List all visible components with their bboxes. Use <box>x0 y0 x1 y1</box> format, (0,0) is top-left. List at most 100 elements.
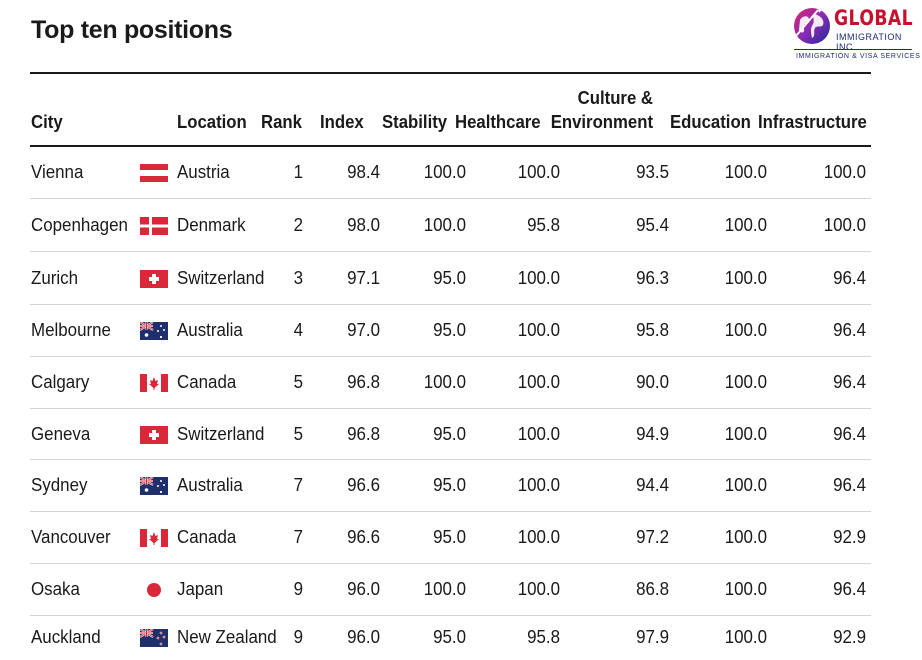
top-rule <box>30 72 871 74</box>
cell-healthcare: 100.0 <box>517 475 560 495</box>
cell-location: Canada <box>177 372 237 392</box>
cell-city: Vancouver <box>31 527 111 547</box>
column-header-rank: Rank <box>261 112 302 132</box>
cell-rank: 9 <box>293 627 303 647</box>
cell-rank: 5 <box>293 423 303 444</box>
cell-stability: 100.0 <box>423 579 466 599</box>
cell-culture: 97.2 <box>636 527 669 547</box>
cell-index: 97.1 <box>347 267 380 288</box>
cell-stability: 95.0 <box>433 475 466 495</box>
cell-city: Zurich <box>31 267 79 288</box>
cell-index: 96.6 <box>347 527 380 547</box>
cell-location: Japan <box>177 579 224 599</box>
cell-culture: 95.4 <box>636 214 669 235</box>
cell-infrastructure: 96.4 <box>833 320 866 340</box>
cell-infrastructure: 92.9 <box>833 527 866 547</box>
cell-stability: 95.0 <box>433 320 466 340</box>
cell-healthcare: 100.0 <box>517 579 560 599</box>
switzerland-flag-icon <box>140 269 168 288</box>
header-rule <box>30 145 871 147</box>
switzerland-flag-icon <box>140 425 168 444</box>
cell-location: Australia <box>177 475 243 495</box>
row-separator <box>30 563 871 564</box>
cell-healthcare: 100.0 <box>517 162 560 182</box>
cell-culture: 96.3 <box>636 267 669 288</box>
cell-location: New Zealand <box>177 627 277 647</box>
table-row: Sydney Australia 7 96.6 95.0 100.0 94.4 100.0 96… <box>30 460 871 512</box>
cell-infrastructure: 96.4 <box>833 372 866 392</box>
row-separator <box>30 459 871 460</box>
cell-infrastructure: 96.4 <box>833 267 866 288</box>
table-row: Calgary Canada 5 96.8 100.0 100.0 90.0 100.0 96.… <box>30 357 871 409</box>
row-separator <box>30 408 871 409</box>
global-immigration-logo: GLOBAL IMMIGRATION INC IMMIGRATION & VIS… <box>792 4 920 64</box>
cell-rank: 1 <box>293 162 303 182</box>
cell-index: 97.0 <box>347 320 380 340</box>
cell-rank: 7 <box>293 475 303 495</box>
column-header-stability: Stability <box>382 112 448 132</box>
row-separator <box>30 251 871 252</box>
cell-culture: 90.0 <box>636 372 669 392</box>
cell-infrastructure: 100.0 <box>823 162 866 182</box>
row-separator <box>30 198 871 199</box>
cell-index: 98.4 <box>347 162 380 182</box>
cell-index: 96.0 <box>347 579 380 599</box>
table-row: Vancouver Canada 7 96.6 95.0 100.0 97.2 100.0 92… <box>30 512 871 564</box>
cell-index: 98.0 <box>347 214 380 235</box>
column-header-index: Index <box>320 112 364 132</box>
cell-education: 100.0 <box>724 579 767 599</box>
cell-culture: 94.4 <box>636 475 669 495</box>
cell-rank: 4 <box>293 320 303 340</box>
column-header-infrastructure: Infrastructure <box>758 112 867 132</box>
cell-rank: 9 <box>293 579 303 599</box>
cell-location: Austria <box>177 162 230 182</box>
cell-location: Denmark <box>177 214 246 235</box>
cell-healthcare: 100.0 <box>517 423 560 444</box>
cell-education: 100.0 <box>724 320 767 340</box>
cell-stability: 100.0 <box>423 372 466 392</box>
cell-index: 96.0 <box>347 627 380 647</box>
row-separator <box>30 511 871 512</box>
cell-stability: 95.0 <box>433 267 466 288</box>
cell-city: Copenhagen <box>31 214 128 235</box>
japan-flag-icon <box>140 581 168 599</box>
cell-city: Geneva <box>31 423 91 444</box>
cell-education: 100.0 <box>724 162 767 182</box>
cell-culture: 94.9 <box>636 423 669 444</box>
cell-culture: 86.8 <box>636 579 669 599</box>
cell-education: 100.0 <box>724 214 767 235</box>
table-row: Auckland New Zealand 9 96.0 95.0 95.8 97.9 100.… <box>30 616 871 660</box>
cell-healthcare: 100.0 <box>517 372 560 392</box>
table-row: Zurich Switzerland 3 97.1 95.0 100.0 96.3 100.0… <box>30 252 871 305</box>
cell-city: Vienna <box>31 162 84 182</box>
cell-index: 96.8 <box>347 372 380 392</box>
cell-education: 100.0 <box>724 627 767 647</box>
cell-location: Canada <box>177 527 237 547</box>
cell-culture: 93.5 <box>636 162 669 182</box>
cell-stability: 95.0 <box>433 627 466 647</box>
logo-brand-text: GLOBAL <box>834 6 914 30</box>
cell-stability: 95.0 <box>433 527 466 547</box>
logo-tagline: IMMIGRATION & VISA SERVICES <box>796 53 921 60</box>
row-separator <box>30 615 871 616</box>
cell-education: 100.0 <box>724 267 767 288</box>
row-separator <box>30 304 871 305</box>
canada-flag-icon <box>140 374 168 392</box>
cell-city: Osaka <box>31 579 80 599</box>
cell-healthcare: 95.8 <box>527 214 560 235</box>
logo-subtitle: IMMIGRATION INC <box>836 32 902 52</box>
cell-city: Sydney <box>31 475 88 495</box>
canada-flag-icon <box>140 529 168 547</box>
cell-city: Calgary <box>31 372 90 392</box>
cell-education: 100.0 <box>724 527 767 547</box>
cell-rank: 5 <box>293 372 303 392</box>
cell-culture: 97.9 <box>636 627 669 647</box>
cell-location: Switzerland <box>177 267 265 288</box>
cell-education: 100.0 <box>724 475 767 495</box>
table-row: Melbourne Australia 4 97.0 95.0 100.0 95.8 100.… <box>30 305 871 357</box>
column-header-culture-line1: Culture & <box>577 88 653 108</box>
cell-infrastructure: 96.4 <box>833 423 866 444</box>
cell-stability: 100.0 <box>423 214 466 235</box>
cell-index: 96.6 <box>347 475 380 495</box>
cell-location: Australia <box>177 320 243 340</box>
